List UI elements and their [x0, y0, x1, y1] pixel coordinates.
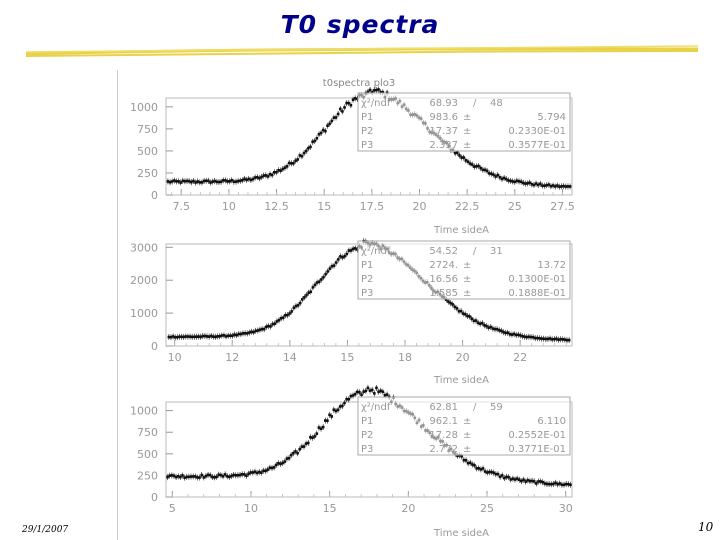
x-axis-label: Time sideA [433, 375, 489, 386]
y-tick-label: 500 [137, 145, 158, 158]
x-tick-label: 27.5 [550, 200, 575, 213]
stats-param-error: 0.1888E-01 [508, 288, 566, 299]
stats-param-value: 17.28 [429, 430, 458, 441]
stats-param-name: P2 [361, 126, 373, 137]
x-tick-label: 5 [169, 502, 176, 515]
y-tick-label: 1000 [130, 101, 158, 114]
stats-param-value: 2724. [429, 260, 458, 271]
stats-param-value: 983.6 [429, 112, 458, 123]
stats-param-name: χ²/ndf [361, 402, 391, 413]
x-tick-label: 25 [508, 200, 522, 213]
x-tick-label: 15 [317, 200, 331, 213]
stats-param-value: 68.93 [429, 98, 458, 109]
stats-param-name: P3 [361, 444, 373, 455]
x-tick-label: 22.5 [455, 200, 480, 213]
x-tick-label: 10 [244, 502, 258, 515]
x-tick-label: 30 [559, 502, 573, 515]
stats-param-sep: ± [463, 140, 471, 151]
stats-param-name: χ²/ndf [361, 98, 391, 109]
stats-param-sep: ± [463, 126, 471, 137]
stats-param-error: 13.72 [537, 260, 566, 271]
stats-param-error: 0.3771E-01 [508, 444, 566, 455]
stats-param-name: P3 [361, 288, 373, 299]
spectrum-plot-1: 0 250 500 750 1000 7.5 10 12.5 15 17.5 20 22.5 25 27.… [130, 86, 575, 236]
x-axis-label: Time sideA [433, 528, 489, 539]
stats-param-sep: ± [463, 430, 471, 441]
x-tick-label: 20 [401, 502, 415, 515]
x-tick-label: 10 [222, 200, 236, 213]
y-tick-label: 0 [151, 189, 158, 202]
slide-number: 10 [698, 520, 714, 534]
stats-param-value: 54.52 [429, 246, 458, 257]
stats-param-error: 6.110 [537, 416, 566, 427]
stats-param-sep: ± [463, 288, 471, 299]
x-tick-label: 25 [480, 502, 494, 515]
x-tick-label: 17.5 [360, 200, 385, 213]
stats-param-error: 0.3577E-01 [508, 140, 566, 151]
stats-box [357, 240, 571, 300]
stats-box [357, 92, 571, 152]
stats-param-name: P1 [361, 416, 373, 427]
stats-param-error: 0.2552E-01 [508, 430, 566, 441]
stats-param-error: 0.1300E-01 [508, 274, 566, 285]
stats-param-sep: ± [463, 112, 471, 123]
stats-param-name: P2 [361, 430, 373, 441]
stats-param-sep: / [473, 402, 477, 413]
spectrum-plot-3: 0 250 500 750 1000 5 10 15 20 25 30 Time sideA χ²/nd… [130, 384, 573, 539]
stats-param-name: P3 [361, 140, 373, 151]
stats-param-sep: ± [463, 444, 471, 455]
stats-param-value: 962.1 [429, 416, 458, 427]
title-underline [25, 45, 699, 57]
stats-param-error: 48 [490, 98, 503, 109]
stats-param-error: 59 [490, 402, 503, 413]
x-tick-label: 20 [413, 200, 427, 213]
stats-param-error: 31 [490, 246, 503, 257]
x-tick-label: 12.5 [264, 200, 289, 213]
slide-title: T0 spectra [280, 10, 440, 39]
stats-param-value: 1.585 [429, 288, 458, 299]
y-tick-label: 250 [137, 167, 158, 180]
x-tick-label: 7.5 [172, 200, 190, 213]
stats-param-value: 2.337 [429, 140, 458, 151]
y-tick-label: 500 [137, 448, 158, 461]
stats-param-name: P1 [361, 112, 373, 123]
x-axis-label: Time sideA [433, 225, 489, 236]
stats-param-sep: / [473, 98, 477, 109]
stats-param-name: χ²/ndf [361, 246, 391, 257]
stats-param-error: 0.2330E-01 [508, 126, 566, 137]
stats-param-error: 5.794 [537, 112, 566, 123]
y-tick-label: 0 [151, 340, 158, 353]
x-tick-label: 15 [340, 351, 354, 364]
stats-param-sep: ± [463, 274, 471, 285]
stats-param-name: P2 [361, 274, 373, 285]
y-tick-label: 0 [151, 491, 158, 504]
y-tick-label: 1000 [130, 405, 158, 418]
stats-param-sep: ± [463, 260, 471, 271]
x-tick-label: 15 [323, 502, 337, 515]
x-tick-label: 10 [168, 351, 182, 364]
stats-param-value: 16.56 [429, 274, 458, 285]
stats-param-value: 2.772 [429, 444, 458, 455]
y-tick-label: 1000 [130, 307, 158, 320]
y-tick-label: 3000 [130, 241, 158, 254]
x-tick-label: 18 [398, 351, 412, 364]
stats-param-value: 62.81 [429, 402, 458, 413]
x-tick-label: 20 [456, 351, 470, 364]
stats-param-sep: / [473, 246, 477, 257]
left-rule [117, 70, 118, 540]
y-tick-label: 750 [137, 123, 158, 136]
canvas-title: t0spectra plo3 [322, 78, 396, 89]
spectrum-plot-2: 0 1000 2000 3000 10 12 14 15 18 20 22 Time sideA χ²/… [130, 238, 573, 386]
y-tick-label: 250 [137, 469, 158, 482]
x-tick-label: 22 [513, 351, 527, 364]
stats-param-sep: ± [463, 416, 471, 427]
stats-param-name: P1 [361, 260, 373, 271]
stats-box [357, 396, 571, 456]
x-tick-label: 12 [225, 351, 239, 364]
x-tick-label: 14 [283, 351, 297, 364]
y-tick-label: 2000 [130, 274, 158, 287]
slide-date: 29/1/2007 [22, 525, 69, 535]
y-tick-label: 750 [137, 426, 158, 439]
stats-param-value: 17.37 [429, 126, 458, 137]
